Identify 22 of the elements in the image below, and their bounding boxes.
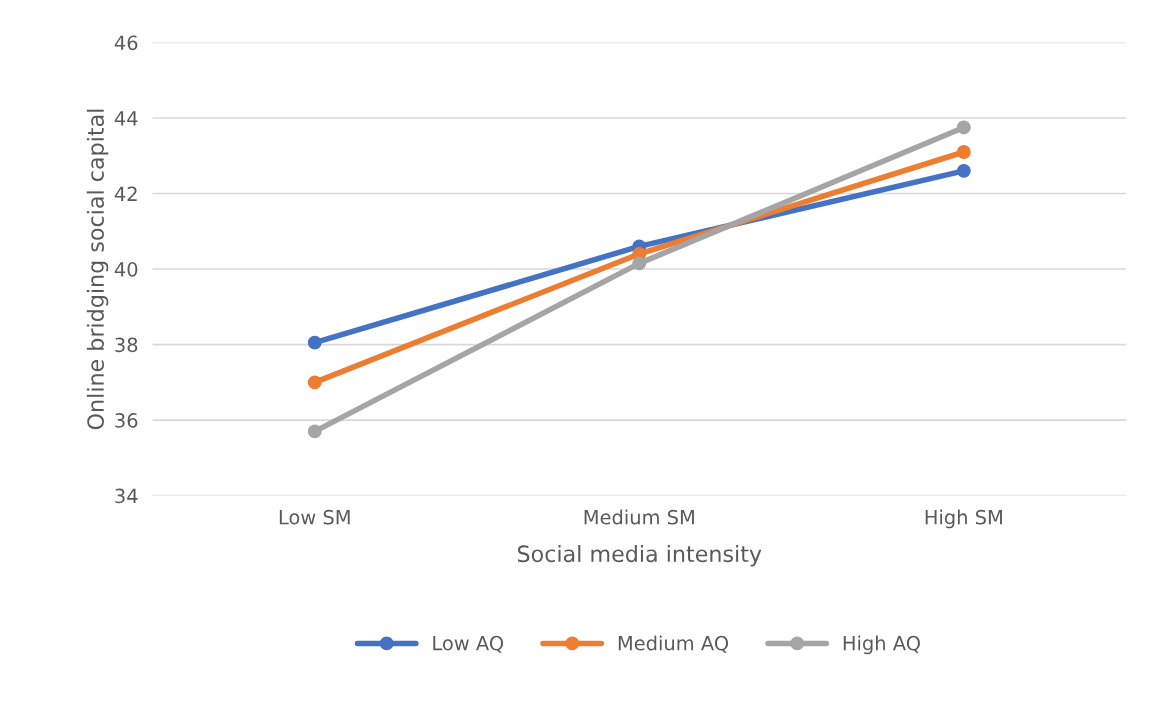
y-tick-label: 46 <box>114 35 138 51</box>
y-tick-label: 34 <box>115 488 138 504</box>
legend-label: Medium AQ <box>618 635 729 653</box>
y-tick-label: 36 <box>115 413 138 428</box>
legend-label: Low AQ <box>433 635 504 653</box>
x-axis-title: Social media intensity <box>517 544 762 567</box>
point <box>307 424 322 439</box>
x-tick-label: Medium SM <box>584 509 694 525</box>
y-tick-label: 38 <box>115 337 138 353</box>
legend-label: High AQ <box>843 635 920 655</box>
point <box>956 145 971 159</box>
y-axis-title: Online bridging social capital <box>86 109 109 430</box>
y-tick-label: 42 <box>114 186 137 201</box>
point <box>307 375 322 390</box>
point <box>956 163 971 178</box>
y-tick-label: 40 <box>114 262 138 277</box>
y-tick-label: 44 <box>114 111 138 126</box>
point <box>307 335 322 350</box>
x-tick-label: Low SM <box>279 509 350 525</box>
point <box>632 256 647 271</box>
x-tick-label: High SM <box>925 509 1002 529</box>
point <box>956 120 971 135</box>
